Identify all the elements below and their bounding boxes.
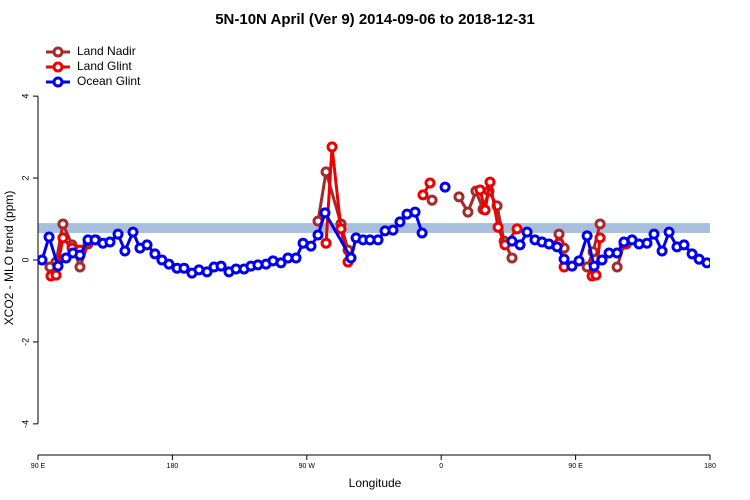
data-point [74,261,86,273]
x-axis-label: Longitude [349,476,402,490]
data-point [474,184,486,196]
data-point [590,269,602,281]
data-point [439,181,451,193]
data-point [511,223,523,235]
data-point [648,228,660,240]
data-point [701,257,710,269]
data-point [506,252,518,264]
data-point [424,177,436,189]
data-point [453,191,465,203]
data-point [656,245,668,257]
data-point [686,248,698,260]
data-point [514,239,526,251]
data-point [611,247,623,259]
data-point [38,254,48,266]
data-point [320,166,332,178]
data-point [127,226,139,238]
data-point [594,218,606,230]
plot-area [38,141,710,282]
data-point [581,230,593,242]
data-point [112,228,124,240]
data-point [479,204,491,216]
data-point [326,141,338,153]
legend-label: Ocean Glint [77,74,141,88]
data-point [573,255,585,267]
data-point [426,194,438,206]
data-point [275,257,287,269]
data-point [319,207,331,219]
x-tick-label: 180 [167,463,179,470]
data-point [60,252,72,264]
data-point [335,223,347,235]
x-tick-label: 0 [439,463,443,470]
data-point [566,260,578,272]
legend-label: Land Nadir [77,44,136,58]
legend-marker [52,46,64,58]
data-point [588,260,600,272]
data-point [320,237,332,249]
x-tick-label: 180 [704,463,716,470]
data-point [387,224,399,236]
data-point [492,221,504,233]
y-tick-label: -4 [20,420,30,428]
data-point [521,226,533,238]
data-point [74,249,86,261]
data-point [119,245,131,257]
data-point [57,232,69,244]
data-point [551,241,563,253]
data-point [641,237,653,249]
data-point [50,269,62,281]
data-point [57,218,69,230]
reference-band [38,223,710,233]
data-point [678,239,690,251]
data-point [663,226,675,238]
data-point [553,228,565,240]
data-point [141,239,153,251]
data-point [558,253,570,265]
chart-title: 5N-10N April (Ver 9) 2014-09-06 to 2018-… [215,11,535,28]
y-tick-label: 4 [20,94,30,99]
legend-label: Land Glint [77,59,132,73]
data-point [104,236,116,248]
y-tick-label: 2 [20,176,30,181]
data-point [215,260,227,272]
data-point [52,260,64,272]
data-point [394,216,406,228]
legend-marker [52,61,64,73]
y-axis-label: XCO2 - MLO trend (ppm) [2,191,16,326]
data-point [290,252,302,264]
data-point [596,254,608,266]
data-point [372,234,384,246]
data-point [178,262,190,274]
data-point [409,206,421,218]
data-point [417,189,429,201]
data-point [416,227,428,239]
data-point [201,266,213,278]
data-point [594,232,606,244]
data-point [462,206,474,218]
series-line [51,147,626,276]
data-point [345,252,357,264]
data-point [305,240,317,252]
y-tick-label: -2 [20,338,30,346]
legend-marker [52,76,64,88]
x-tick-label: 90 W [299,463,316,470]
data-point [312,229,324,241]
data-point [611,261,623,273]
y-tick-label: 0 [20,257,30,262]
x-tick-label: 90 E [568,463,583,470]
x-tick-label: 90 E [31,463,46,470]
data-point [163,258,175,270]
data-point [484,176,496,188]
data-point [149,248,161,260]
data-point [43,231,55,243]
